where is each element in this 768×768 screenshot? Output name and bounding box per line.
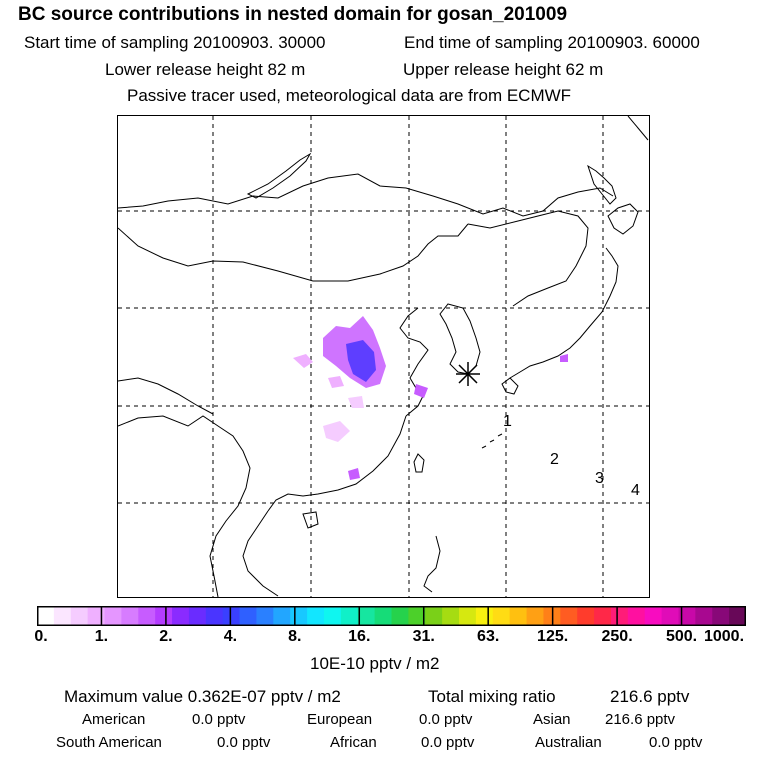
region-name: Asian [533, 711, 571, 728]
map-panel: 1 2 3 4 [117, 115, 650, 598]
colorbar-swatch [492, 606, 511, 626]
colorbar-tick-label: 125. [537, 628, 569, 645]
tracer-note: Passive tracer used, meteorological data… [127, 86, 572, 105]
colorbar-tick-label: 1. [94, 628, 109, 645]
colorbar-swatch [712, 606, 730, 626]
colorbar-swatch [340, 606, 359, 626]
region-name: American [82, 711, 146, 728]
region-value: 0.0 pptv [217, 734, 271, 751]
colorbar-swatch [290, 606, 308, 626]
colorbar-swatch [222, 606, 241, 626]
colorbar-swatch [425, 606, 443, 626]
colorbar-swatch [644, 606, 663, 626]
colorbar-swatch [307, 606, 325, 626]
colorbar-swatch [239, 606, 257, 626]
colorbar-swatch [408, 606, 426, 626]
region-name: European [307, 711, 373, 728]
colorbar-swatch [594, 606, 612, 626]
region-value: 216.6 pptv [605, 711, 676, 728]
coastlines [118, 116, 649, 597]
colorbar-tick-label: 63. [477, 628, 500, 645]
colorbar-swatch [475, 606, 494, 626]
region-value: 0.0 pptv [421, 734, 475, 751]
colorbar-swatch [273, 606, 291, 626]
colorbar-tick-label: 16. [348, 628, 371, 645]
colorbar-swatch [627, 606, 646, 626]
colorbar-swatch [138, 606, 156, 626]
colorbar-swatch [459, 606, 477, 626]
region-name: African [330, 734, 377, 751]
upper-release-label: Upper release height 62 m [403, 60, 604, 79]
colorbar-swatch [526, 606, 544, 626]
colorbar-tick-label: 4. [223, 628, 238, 645]
colorbar-tick-label: 1000. [703, 628, 745, 645]
colorbar-swatch [695, 606, 713, 626]
colorbar-swatch [155, 606, 173, 626]
colorbar-tick-label: 250. [601, 628, 633, 645]
colorbar-swatch [256, 606, 274, 626]
colorbar-swatch [729, 606, 746, 626]
colorbar-tick-label: 31. [412, 628, 435, 645]
colorbar-swatch [70, 606, 89, 626]
colorbar-swatch [577, 606, 595, 626]
concentration-plume [293, 316, 568, 480]
plot-title: BC source contributions in nested domain… [18, 4, 568, 25]
colorbar-swatch [357, 606, 376, 626]
colorbar-swatch [323, 606, 342, 626]
colorbar-swatch [172, 606, 190, 626]
colorbar-tick-label: 8. [288, 628, 302, 645]
map-grid [118, 116, 649, 597]
grid-label-4: 4 [631, 482, 640, 499]
colorbar-swatch [509, 606, 528, 626]
grid-label-1: 1 [503, 413, 512, 430]
colorbar-swatch [53, 606, 72, 626]
region-value: 0.0 pptv [192, 711, 246, 728]
colorbar-swatch [188, 606, 207, 626]
colorbar-swatch [121, 606, 139, 626]
map-canvas [118, 116, 649, 597]
colorbar-swatch [661, 606, 679, 626]
colorbar-swatch [205, 606, 224, 626]
colorbar [37, 606, 746, 626]
colorbar-tick-label: 500. [665, 628, 698, 645]
lower-release-label: Lower release height 82 m [105, 60, 306, 79]
colorbar-tick-label: 0. [34, 628, 48, 645]
end-time-label: End time of sampling 20100903. 60000 [404, 33, 700, 52]
total-mixing-label: Total mixing ratio [428, 687, 556, 706]
grid-label-2: 2 [550, 451, 559, 468]
colorbar-swatch [104, 606, 122, 626]
colorbar-units: 10E-10 pptv / m2 [310, 654, 440, 673]
colorbar-swatch [442, 606, 460, 626]
total-mixing-value: 216.6 pptv [610, 687, 690, 706]
grid-label-3: 3 [595, 470, 604, 487]
colorbar-swatch [37, 606, 55, 626]
receptor-marker [456, 362, 480, 386]
region-name: South American [56, 734, 162, 751]
region-value: 0.0 pptv [419, 711, 473, 728]
colorbar-tick-label: 2. [159, 628, 173, 645]
colorbar-swatch [391, 606, 409, 626]
colorbar-swatch [374, 606, 392, 626]
max-value-label: Maximum value 0.362E-07 pptv / m2 [64, 687, 341, 706]
colorbar-swatch [678, 606, 696, 626]
region-name: Australian [535, 734, 602, 751]
start-time-label: Start time of sampling 20100903. 30000 [24, 33, 326, 52]
colorbar-swatch [87, 606, 106, 626]
colorbar-frame [37, 606, 746, 626]
colorbar-swatch [560, 606, 578, 626]
colorbar-swatch [610, 606, 629, 626]
region-value: 0.0 pptv [649, 734, 703, 751]
